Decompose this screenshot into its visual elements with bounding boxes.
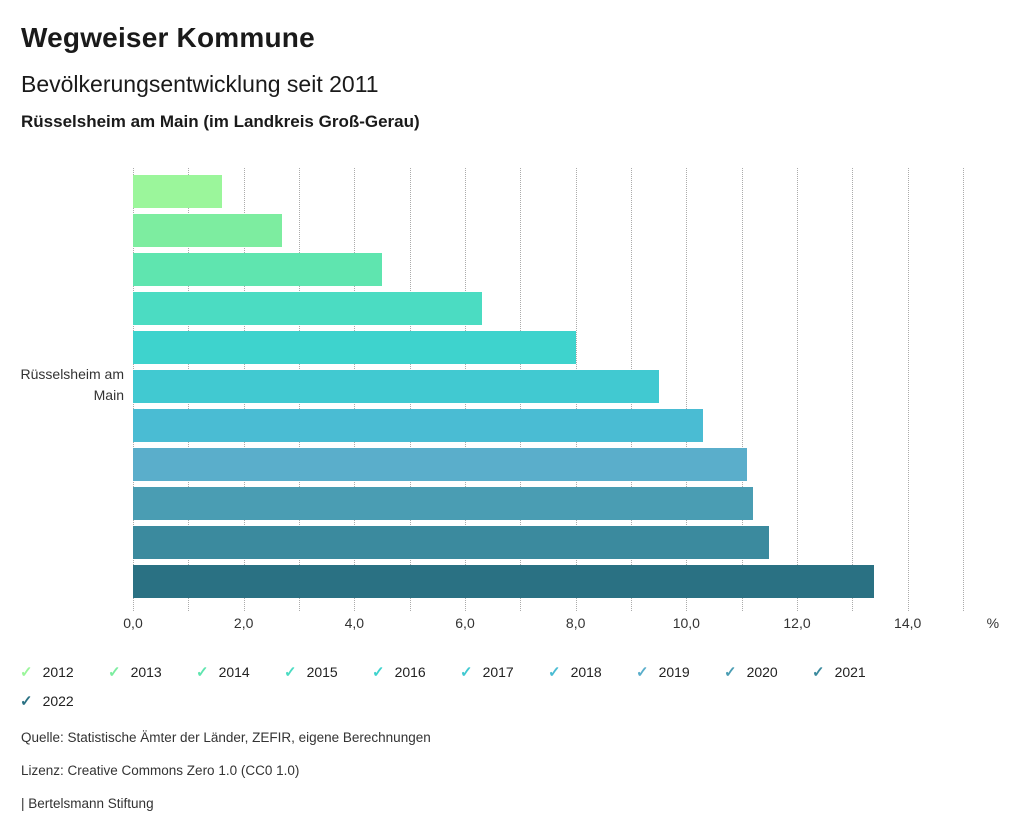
check-icon: ✓ bbox=[372, 663, 385, 681]
chart-title: Bevölkerungsentwicklung seit 2011 bbox=[21, 71, 379, 97]
legend-item-2019[interactable]: ✓ 2019 bbox=[636, 664, 724, 680]
legend-item-2021[interactable]: ✓ 2021 bbox=[812, 664, 900, 680]
check-icon: ✓ bbox=[812, 663, 825, 681]
footer: Quelle: Statistische Ämter der Länder, Z… bbox=[21, 730, 1024, 811]
legend-item-2018[interactable]: ✓ 2018 bbox=[548, 664, 636, 680]
gridline bbox=[797, 168, 798, 611]
x-tick-label-6,0: 6,0 bbox=[455, 615, 475, 631]
attribution-text: | Bertelsmann Stiftung bbox=[21, 796, 154, 811]
header: Wegweiser Kommune Bevölkerungsentwicklun… bbox=[0, 0, 1024, 132]
bar-row-2020 bbox=[133, 487, 963, 520]
check-icon: ✓ bbox=[196, 663, 209, 681]
gridline bbox=[741, 168, 743, 611]
legend-item-2017[interactable]: ✓ 2017 bbox=[460, 664, 548, 680]
legend-item-2022[interactable]: ✓ 2022 bbox=[20, 693, 108, 709]
legend-year-label: 2015 bbox=[306, 664, 338, 680]
legend-year-label: 2012 bbox=[42, 664, 74, 680]
bar-row-2013 bbox=[133, 214, 963, 247]
check-icon: ✓ bbox=[20, 663, 33, 681]
plot-area bbox=[133, 166, 964, 611]
bar-2018[interactable] bbox=[133, 409, 703, 442]
source-text: Quelle: Statistische Ämter der Länder, Z… bbox=[21, 730, 431, 745]
legend-year-label: 2021 bbox=[834, 664, 866, 680]
check-icon: ✓ bbox=[460, 663, 473, 681]
legend-year-label: 2013 bbox=[130, 664, 162, 680]
y-axis-label-line1: Rüsselsheim am bbox=[20, 365, 124, 382]
bar-2016[interactable] bbox=[133, 331, 576, 364]
x-tick-label-12,0: 12,0 bbox=[783, 615, 811, 631]
x-tick-label-10,0: 10,0 bbox=[672, 615, 700, 631]
gridline bbox=[963, 168, 964, 611]
bar-chart: Rüsselsheim am Main 0,0 2,0 4,0 6,0 8,0 10,0 1… bbox=[0, 166, 1024, 636]
x-tick-label-2,0: 2,0 bbox=[233, 615, 254, 631]
legend-year-label: 2016 bbox=[394, 664, 426, 680]
bar-row-2014 bbox=[133, 253, 963, 286]
bar-row-2012 bbox=[133, 175, 963, 208]
bar-row-2021 bbox=[133, 526, 963, 559]
legend-year-label: 2022 bbox=[42, 693, 74, 709]
bar-2019[interactable] bbox=[133, 448, 748, 481]
legend-item-2014[interactable]: ✓ 2014 bbox=[196, 664, 284, 680]
legend-item-2012[interactable]: ✓ 2012 bbox=[20, 664, 108, 680]
legend: ✓ 2012 ✓ 2013 ✓ 2014 ✓ 2015 ✓ 2016 ✓ 2017 ✓ 2018 ✓ 2019… bbox=[20, 664, 950, 709]
x-axis-unit-label: % bbox=[986, 615, 1000, 631]
bar-row-2015 bbox=[133, 292, 963, 325]
x-tick-label-14,0: 14,0 bbox=[894, 615, 922, 631]
bar-2020[interactable] bbox=[133, 487, 753, 520]
check-icon: ✓ bbox=[548, 663, 561, 681]
legend-year-label: 2018 bbox=[570, 664, 602, 680]
bar-2017[interactable] bbox=[133, 370, 659, 403]
y-axis-label-line2: Main bbox=[93, 386, 124, 403]
x-tick-label-4,0: 4,0 bbox=[344, 615, 365, 631]
bar-2022[interactable] bbox=[133, 565, 875, 598]
legend-item-2020[interactable]: ✓ 2020 bbox=[724, 664, 812, 680]
gridline bbox=[686, 168, 688, 611]
bar-2013[interactable] bbox=[133, 214, 283, 247]
check-icon: ✓ bbox=[108, 663, 121, 681]
bar-2012[interactable] bbox=[133, 175, 222, 208]
check-icon: ✓ bbox=[284, 663, 297, 681]
legend-year-label: 2020 bbox=[746, 664, 778, 680]
gridline bbox=[907, 168, 909, 611]
legend-item-2015[interactable]: ✓ 2015 bbox=[284, 664, 372, 680]
x-tick-label-0,0: 0,0 bbox=[123, 615, 143, 631]
license-text: Lizenz: Creative Commons Zero 1.0 (CC0 1… bbox=[21, 763, 300, 778]
y-axis-category-label: Rüsselsheim am Main bbox=[0, 166, 124, 603]
check-icon: ✓ bbox=[636, 663, 649, 681]
legend-year-label: 2014 bbox=[218, 664, 250, 680]
bar-2021[interactable] bbox=[133, 526, 770, 559]
legend-year-label: 2019 bbox=[658, 664, 690, 680]
bars bbox=[133, 175, 963, 598]
bar-row-2017 bbox=[133, 370, 963, 403]
gridline bbox=[852, 168, 854, 611]
bar-2015[interactable] bbox=[133, 292, 482, 325]
bar-row-2018 bbox=[133, 409, 963, 442]
app-title: Wegweiser Kommune bbox=[21, 22, 315, 53]
bar-row-2019 bbox=[133, 448, 963, 481]
check-icon: ✓ bbox=[20, 692, 33, 710]
x-axis: 0,0 2,0 4,0 6,0 8,0 10,0 12,0 14,0% bbox=[123, 615, 999, 635]
legend-item-2016[interactable]: ✓ 2016 bbox=[372, 664, 460, 680]
legend-item-2013[interactable]: ✓ 2013 bbox=[108, 664, 196, 680]
chart-region-line: Rüsselsheim am Main (im Landkreis Groß-G… bbox=[21, 112, 420, 131]
bar-row-2022 bbox=[133, 565, 963, 598]
check-icon: ✓ bbox=[724, 663, 737, 681]
legend-year-label: 2017 bbox=[482, 664, 514, 680]
bar-2014[interactable] bbox=[133, 253, 382, 286]
x-tick-label-8,0: 8,0 bbox=[565, 615, 586, 631]
bar-row-2016 bbox=[133, 331, 963, 364]
